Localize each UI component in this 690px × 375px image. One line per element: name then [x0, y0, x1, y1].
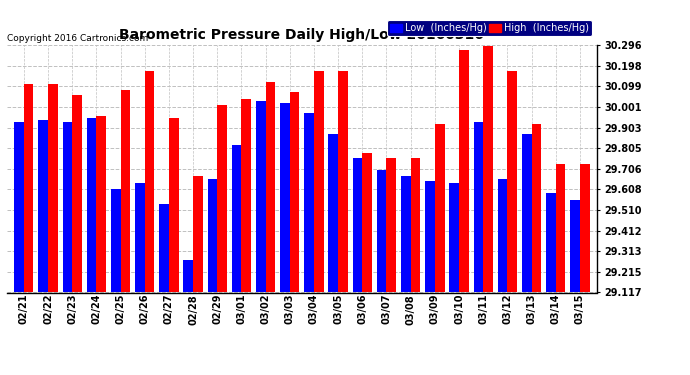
Bar	[507, 72, 517, 292]
Bar	[555, 164, 565, 292]
Bar	[449, 183, 459, 292]
Bar	[169, 118, 179, 292]
Bar	[39, 120, 48, 292]
Title: Barometric Pressure Daily High/Low 20160316: Barometric Pressure Daily High/Low 20160…	[119, 28, 484, 42]
Bar	[217, 105, 227, 292]
Bar	[362, 153, 372, 292]
Bar	[328, 134, 338, 292]
Bar	[570, 200, 580, 292]
Bar	[401, 176, 411, 292]
Bar	[24, 84, 34, 292]
Bar	[546, 193, 555, 292]
Bar	[473, 122, 483, 292]
Bar	[435, 124, 444, 292]
Bar	[72, 94, 82, 292]
Bar	[208, 178, 217, 292]
Bar	[121, 90, 130, 292]
Bar	[522, 134, 531, 292]
Bar	[97, 116, 106, 292]
Bar	[159, 204, 169, 292]
Bar	[497, 178, 507, 292]
Bar	[290, 93, 299, 292]
Bar	[135, 183, 145, 292]
Bar	[184, 260, 193, 292]
Bar	[48, 84, 58, 292]
Legend: Low  (Inches/Hg), High  (Inches/Hg): Low (Inches/Hg), High (Inches/Hg)	[387, 20, 592, 36]
Bar	[483, 46, 493, 292]
Bar	[87, 118, 97, 292]
Text: Copyright 2016 Cartronics.com: Copyright 2016 Cartronics.com	[7, 33, 148, 42]
Bar	[411, 158, 420, 292]
Bar	[338, 72, 348, 292]
Bar	[531, 124, 541, 292]
Bar	[232, 145, 241, 292]
Bar	[241, 99, 251, 292]
Bar	[386, 158, 396, 292]
Bar	[14, 122, 24, 292]
Bar	[145, 72, 155, 292]
Bar	[580, 164, 589, 292]
Bar	[425, 181, 435, 292]
Bar	[377, 170, 386, 292]
Bar	[193, 176, 203, 292]
Bar	[256, 101, 266, 292]
Bar	[353, 158, 362, 292]
Bar	[314, 72, 324, 292]
Bar	[459, 51, 469, 292]
Bar	[111, 189, 121, 292]
Bar	[304, 113, 314, 292]
Bar	[266, 82, 275, 292]
Bar	[63, 122, 72, 292]
Bar	[280, 103, 290, 292]
